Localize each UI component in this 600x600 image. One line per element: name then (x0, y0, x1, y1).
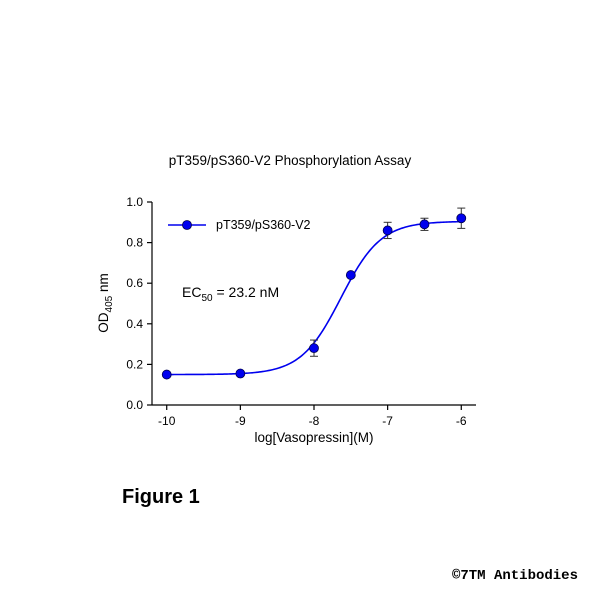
data-point (345, 270, 356, 280)
y-label-main: OD (96, 312, 111, 333)
y-label-unit: nm (96, 273, 111, 296)
data-point (161, 369, 172, 380)
x-tick-label: -6 (456, 414, 467, 428)
ec50-sub: 50 (201, 293, 213, 304)
legend: pT359/pS360-V2 (168, 218, 311, 232)
data-point (309, 343, 319, 354)
data-point (382, 225, 393, 236)
ec50-annotation: EC50 = 23.2 nM (182, 284, 279, 304)
points-layer (161, 207, 467, 380)
y-tick-label: 1.0 (126, 195, 143, 209)
x-axis-label: log[Vasopressin](M) (254, 430, 373, 445)
y-label-sub: 405 (104, 295, 115, 312)
tick-group: -10 -9 -8 -7 -6 0.0 0.2 0.4 0.6 0.8 1.0 (126, 195, 467, 428)
data-point (235, 368, 246, 379)
x-tick-label: -8 (309, 414, 320, 428)
data-point (456, 213, 467, 224)
ec50-value: = 23.2 nM (213, 284, 280, 300)
y-tick-label: 0.2 (126, 357, 143, 371)
y-axis-label: OD405 nm (96, 273, 115, 332)
legend-entry: pT359/pS360-V2 (216, 218, 311, 232)
x-tick-label: -9 (235, 414, 246, 428)
chart-title: pT359/pS360-V2 Phosphorylation Assay (169, 153, 412, 168)
data-point (419, 219, 430, 230)
ec50-prefix: EC (182, 284, 201, 300)
y-tick-label: 0.8 (126, 236, 143, 250)
y-tick-label: 0.6 (126, 276, 143, 290)
figure-label: Figure 1 (122, 486, 200, 508)
x-tick-label: -10 (158, 414, 176, 428)
y-tick-label: 0.0 (126, 398, 143, 412)
y-tick-label: 0.4 (126, 317, 143, 331)
legend-marker (182, 220, 192, 230)
x-tick-label: -7 (382, 414, 393, 428)
copyright-notice: ©7TM Antibodies (451, 568, 578, 584)
